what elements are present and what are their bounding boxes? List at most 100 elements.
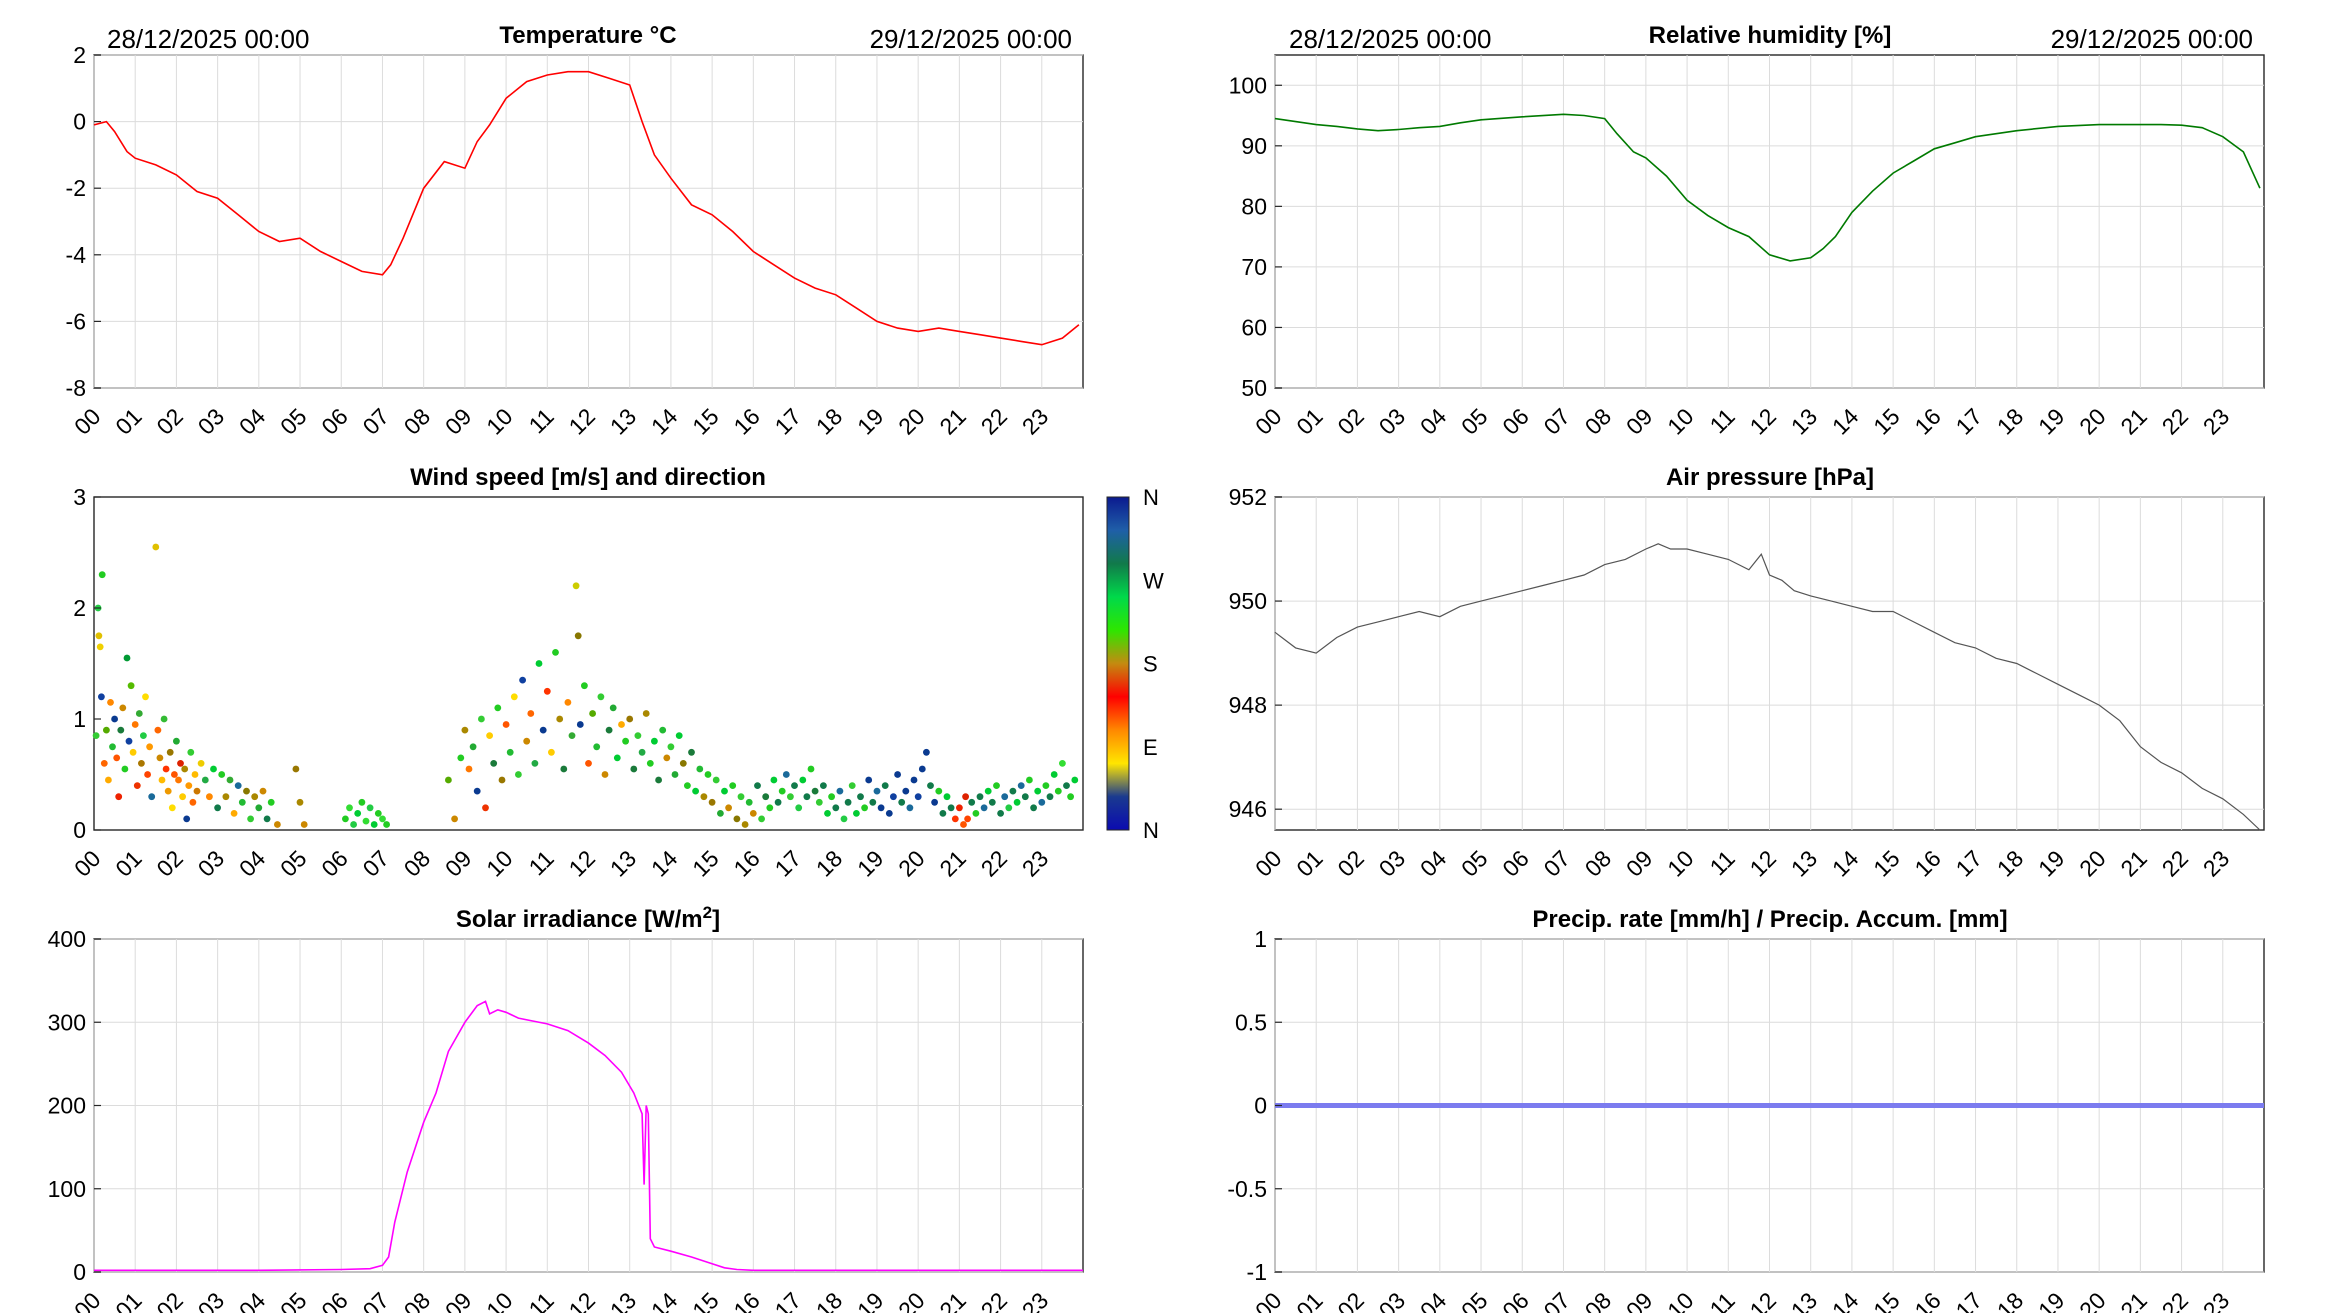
- wind-point: [585, 760, 592, 767]
- wind-point: [1026, 776, 1033, 784]
- wind-point: [902, 787, 910, 795]
- x-tick-label: 07: [1539, 1287, 1575, 1313]
- wind-point: [791, 782, 798, 789]
- wind-point: [162, 765, 170, 773]
- y-tick-label: 0: [1254, 1093, 1267, 1119]
- wind-point: [931, 798, 938, 806]
- wind-point: [663, 754, 671, 762]
- wind-point: [927, 782, 934, 789]
- wind-point: [1042, 782, 1050, 789]
- wind-point: [1054, 787, 1062, 795]
- x-tick-label: 20: [893, 845, 929, 881]
- x-tick-label: 16: [728, 403, 764, 439]
- wind-direction-colorbar: [1106, 496, 1130, 831]
- wind-point: [568, 732, 576, 739]
- wind-point: [156, 754, 164, 762]
- wind-point: [935, 787, 943, 795]
- wind-point: [679, 760, 687, 767]
- wind-point: [684, 782, 691, 789]
- x-tick-label: 05: [1456, 403, 1492, 439]
- y-tick-label: 100: [1229, 72, 1267, 98]
- wind-point: [572, 582, 580, 590]
- wind-point: [92, 732, 100, 739]
- wind-point: [832, 804, 840, 812]
- wind-point: [951, 815, 959, 823]
- x-tick-label: 13: [1786, 1287, 1822, 1313]
- wind-point: [183, 815, 191, 823]
- x-tick-label: 15: [687, 403, 723, 439]
- x-tick-label: 00: [1250, 1287, 1286, 1313]
- wind-title: Wind speed [m/s] and direction: [410, 464, 766, 491]
- y-tick-label: 1: [73, 706, 86, 732]
- y-tick-label: 950: [1229, 588, 1267, 614]
- wind-point: [923, 748, 930, 756]
- wind-point: [173, 737, 180, 745]
- wind-point: [486, 732, 493, 739]
- x-tick-label: 00: [1250, 845, 1286, 881]
- wind-point: [803, 793, 811, 801]
- x-tick-label: 13: [1786, 403, 1822, 439]
- wind-point: [581, 682, 588, 690]
- x-tick-label: 02: [151, 1287, 187, 1313]
- colorbar-label: W: [1143, 568, 1164, 593]
- y-tick-label: 70: [1241, 254, 1267, 280]
- x-tick-label: 20: [2074, 1287, 2110, 1313]
- y-tick-label: 400: [48, 926, 86, 952]
- wind-point: [177, 760, 184, 767]
- x-tick-label: 04: [1415, 845, 1452, 882]
- x-tick-label: 10: [481, 845, 517, 881]
- wind-point: [133, 782, 141, 789]
- wind-point: [671, 771, 679, 778]
- x-tick-label: 03: [1374, 403, 1410, 439]
- x-tick-label: 01: [1291, 403, 1327, 439]
- wind-point: [531, 760, 539, 767]
- x-tick-label: 18: [811, 845, 847, 881]
- y-tick-label: 0: [73, 1259, 86, 1285]
- wind-point: [267, 798, 275, 806]
- x-tick-label: 02: [1332, 403, 1368, 439]
- y-tick-label: 60: [1241, 314, 1267, 340]
- wind-point: [164, 787, 172, 795]
- wind-point: [461, 726, 469, 734]
- wind-point: [96, 643, 104, 651]
- wind-point: [168, 804, 176, 812]
- x-tick-label: 14: [646, 1287, 683, 1313]
- x-tick-label: 10: [1662, 1287, 1698, 1313]
- y-tick-label: 2: [73, 595, 86, 621]
- x-tick-label: 09: [1621, 403, 1657, 439]
- wind-point: [704, 771, 712, 778]
- wind-point: [754, 782, 761, 789]
- wind-point: [148, 793, 156, 801]
- wind-point: [729, 782, 737, 789]
- x-tick-label: 19: [852, 845, 888, 881]
- wind-point: [906, 804, 914, 812]
- wind-point: [152, 543, 160, 551]
- wind-point: [898, 798, 906, 806]
- wind-point: [1071, 776, 1079, 784]
- y-tick-label: 200: [48, 1093, 86, 1119]
- wind-point: [988, 798, 996, 806]
- x-tick-label: 05: [275, 1287, 311, 1313]
- wind-point: [574, 632, 582, 640]
- y-tick-label: -1: [1247, 1259, 1267, 1285]
- wind-point: [824, 810, 831, 817]
- x-tick-label: 16: [1909, 845, 1945, 881]
- x-tick-label: 15: [1868, 1287, 1904, 1313]
- wind-point: [119, 704, 127, 712]
- x-tick-label: 08: [1580, 845, 1616, 881]
- wind-point: [181, 765, 189, 773]
- x-tick-label: 09: [440, 1287, 476, 1313]
- wind-point: [109, 743, 116, 751]
- temperature-chart: 20-2-4-6-800 01 02 03 04 05 06 07 08 09 10 11 12 13 14…: [66, 22, 1084, 440]
- humidity-date-end: 29/12/2025 00:00: [2051, 24, 2253, 54]
- y-tick-label: -2: [66, 175, 86, 201]
- wind-point: [358, 798, 366, 806]
- x-tick-label: 18: [811, 1287, 847, 1313]
- wind-point: [98, 693, 105, 701]
- x-tick-label: 01: [110, 403, 146, 439]
- x-tick-label: 03: [1374, 1287, 1410, 1313]
- wind-point: [601, 771, 609, 778]
- wind-point: [135, 710, 143, 717]
- wind-point: [997, 810, 1004, 817]
- x-tick-label: 17: [1951, 403, 1987, 439]
